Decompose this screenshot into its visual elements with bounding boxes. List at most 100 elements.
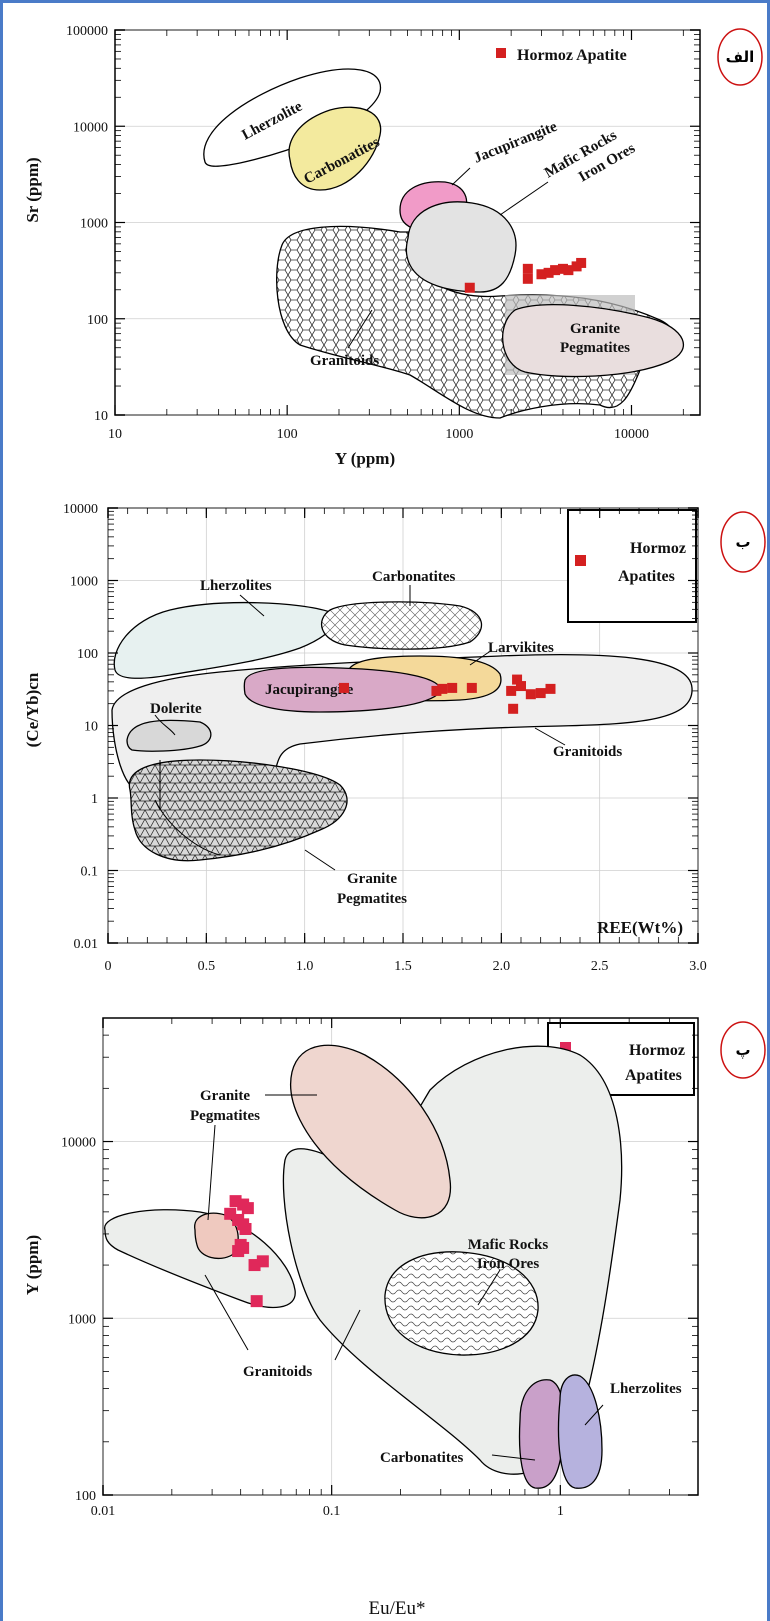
y-tick-label: 1 <box>91 792 98 807</box>
panel-tag-1: الف <box>726 48 755 66</box>
leader-lherzolites <box>239 594 265 617</box>
legend-label-apatites-3: Apatites <box>625 1067 682 1084</box>
leader-larvikites <box>469 649 493 666</box>
leader-carbonatites-3 <box>491 1454 536 1461</box>
data-point-hormoz-apatite <box>525 689 536 700</box>
data-point-hormoz-apatite <box>339 682 349 693</box>
legend-label-hormoz-apatite: Hormoz Apatite <box>517 47 627 64</box>
data-point-hormoz-apatite <box>543 267 554 278</box>
data-point-hormoz-apatite <box>512 674 523 685</box>
x-axis-label-y-ppm: Y (ppm) <box>335 449 395 468</box>
leader-granite-3b <box>207 1124 216 1221</box>
y-tick-label: 1000 <box>70 575 98 590</box>
x-axis-label-eueu: Eu/Eu* <box>369 1598 426 1619</box>
data-point-hormoz-apatite <box>545 683 556 694</box>
x-tick-label: 2.0 <box>493 959 511 974</box>
x-tick-label: 0 <box>105 959 112 974</box>
data-point-hormoz-apatite <box>522 263 533 274</box>
x-tick-label: 1 <box>557 1504 564 1519</box>
y-tick-label: 10 <box>84 720 98 735</box>
x-tick-label: 0.5 <box>198 959 216 974</box>
label-jacupirangite-2: Jacupirangite <box>265 682 354 698</box>
legend-label-apatites-2: Apatites <box>618 568 675 585</box>
label-pegmatites: Pegmatites <box>560 340 630 356</box>
y-tick-label: 10000 <box>63 502 98 517</box>
y-axis-label-ceyb: (Ce/Yb)cn <box>23 672 42 747</box>
x-axis-label-ree: REE(Wt%) <box>597 918 683 937</box>
panel-y-vs-eueu: Hormoz Apatites Granite Pegmatites Mafic… <box>23 1017 766 1619</box>
x-tick-label: 10000 <box>614 427 649 442</box>
data-point-hormoz-apatite <box>522 273 533 284</box>
leader-granite-pegmatites <box>304 849 336 871</box>
legend-marker-1 <box>496 48 506 58</box>
leader-granitoids-3a <box>204 1274 249 1351</box>
data-point-hormoz-apatite <box>237 1241 250 1254</box>
data-point-hormoz-apatite <box>241 1202 254 1215</box>
legend-label-hormoz-3: Hormoz <box>629 1042 685 1059</box>
region-granite-pegmatites-small <box>194 1212 239 1259</box>
data-point-hormoz-apatite <box>248 1259 261 1272</box>
data-point-hormoz-apatite <box>536 269 547 280</box>
region-lherzolites-3 <box>557 1374 603 1489</box>
leader-granitoids-2 <box>534 727 566 746</box>
y-axis-label-sr-ppm: Sr (ppm) <box>23 157 42 222</box>
x-tick-label: 3.0 <box>689 959 707 974</box>
y-tick-label: 1000 <box>68 1312 96 1327</box>
outline-granite-pegmatites-extra <box>154 760 221 856</box>
data-point-hormoz-apatite <box>256 1255 269 1268</box>
label-carbonatites-3: Carbonatites <box>380 1450 463 1466</box>
data-point-hormoz-apatite <box>250 1295 263 1308</box>
data-point-hormoz-apatite <box>563 265 574 276</box>
x-tick-label: 10 <box>108 427 122 442</box>
data-point-hormoz-apatite <box>466 682 477 693</box>
panel-tag-circle-1 <box>717 28 763 86</box>
label-mafic-rocks-3: Mafic Rocks <box>468 1237 549 1253</box>
leader-mafic <box>499 181 549 216</box>
label-carbonatites-2: Carbonatites <box>372 569 455 585</box>
leader-jacupirangite <box>451 167 471 186</box>
data-point-hormoz-apatite <box>516 681 526 692</box>
y-tick-label: 10 <box>94 409 108 424</box>
leader-mafic-3 <box>477 1269 501 1306</box>
region-carbonatites-3 <box>518 1379 565 1489</box>
y-tick-label: 100 <box>75 1489 96 1504</box>
label-lherzolites: Lherzolites <box>200 578 272 594</box>
y-tick-label: 100 <box>87 313 108 328</box>
region-granite-pegmatites-3 <box>289 1044 452 1219</box>
label-granitoids-3: Granitoids <box>243 1364 312 1380</box>
data-point-hormoz-apatite <box>576 257 587 268</box>
y-tick-label: 1000 <box>80 217 108 232</box>
data-point-hormoz-apatite <box>508 703 519 714</box>
region-granite-pegmatites <box>502 304 685 378</box>
data-point-hormoz-apatite <box>464 282 475 293</box>
label-granite: Granite <box>570 321 620 337</box>
x-tick-label: 2.5 <box>591 959 609 974</box>
legend-marker-2 <box>575 555 586 566</box>
x-tick-label: 1000 <box>445 427 473 442</box>
panel-ceyb-vs-ree: Hormoz Apatites Lherzolites Carbonatites… <box>23 502 766 974</box>
label-granite-3: Granite <box>200 1088 250 1104</box>
data-point-hormoz-apatite <box>431 685 442 696</box>
legend-marker-3 <box>560 1042 571 1053</box>
y-tick-label: 100 <box>77 647 98 662</box>
panel-tag-3: پ <box>735 1041 750 1059</box>
y-tick-label: 0.1 <box>81 865 99 880</box>
x-tick-label: 100 <box>277 427 298 442</box>
y-tick-label: 100000 <box>66 24 108 39</box>
leader-granitoids-3b <box>334 1309 361 1361</box>
region-mafic-rocks-iron-ores-3 <box>384 1251 539 1356</box>
region-mafic-rocks-iron-ores <box>405 201 517 293</box>
label-pegmatites-3: Pegmatites <box>190 1108 260 1124</box>
y-axis-label-y-ppm: Y (ppm) <box>23 1235 42 1295</box>
region-carbonatites <box>288 106 382 191</box>
data-point-hormoz-apatite <box>239 1222 252 1235</box>
data-point-hormoz-apatite <box>557 263 568 274</box>
x-tick-label: 0.1 <box>323 1504 341 1519</box>
leader-dolerite <box>154 714 176 736</box>
label-granite-2: Granite <box>347 871 397 887</box>
leader-lherzolites-3 <box>584 1404 604 1426</box>
x-tick-label: 0.01 <box>91 1504 116 1519</box>
data-point-hormoz-apatite <box>506 685 517 696</box>
